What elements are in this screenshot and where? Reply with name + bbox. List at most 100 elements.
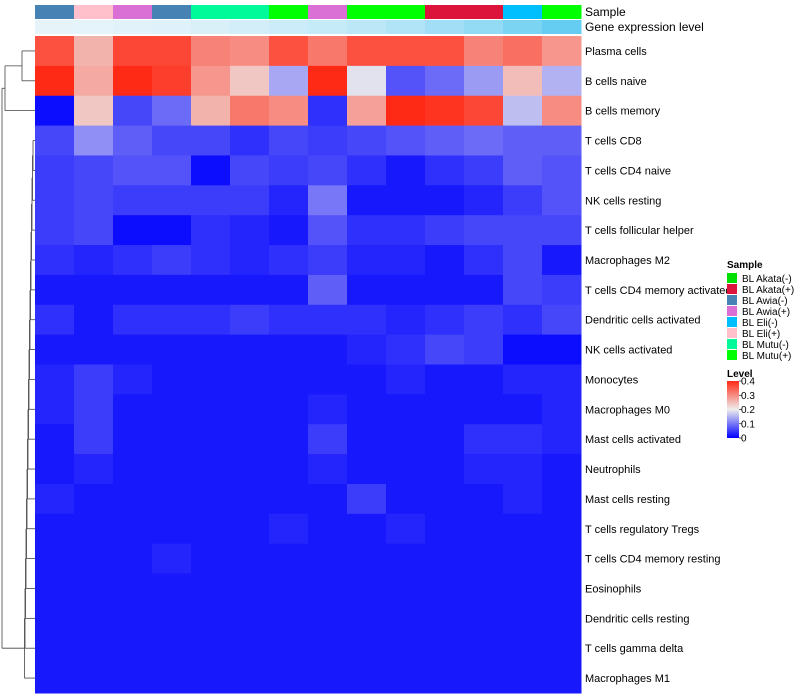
expression-annotation-cell bbox=[74, 20, 114, 34]
heatmap-cell bbox=[113, 543, 153, 575]
row-label: Macrophages M0 bbox=[585, 404, 670, 416]
legend-level-title: Level bbox=[727, 369, 753, 380]
heatmap-cell bbox=[464, 245, 504, 276]
sample-annotation-cell bbox=[35, 5, 75, 19]
heatmap-cell bbox=[308, 483, 348, 515]
heatmap-cell bbox=[386, 125, 426, 156]
level-tick-label: 0.1 bbox=[741, 419, 755, 430]
heatmap-cell bbox=[464, 543, 504, 575]
heatmap-cell bbox=[542, 65, 582, 97]
legend-swatch bbox=[727, 328, 737, 338]
expression-annotation-cell bbox=[191, 20, 231, 34]
heatmap-cell bbox=[386, 334, 426, 365]
heatmap-cell bbox=[152, 36, 192, 67]
heatmap-cell bbox=[542, 155, 582, 186]
heatmap-cell bbox=[191, 36, 231, 67]
heatmap-cell bbox=[35, 483, 75, 515]
heatmap-cell bbox=[113, 334, 153, 365]
heatmap-cell bbox=[269, 95, 309, 127]
legend-sample-label: BL Akata(-) bbox=[742, 274, 792, 285]
heatmap-cell bbox=[74, 36, 114, 67]
heatmap-cell bbox=[542, 215, 582, 246]
sample-annotation-cell bbox=[464, 5, 504, 19]
heatmap-cell bbox=[542, 36, 582, 67]
heatmap-cell bbox=[230, 304, 270, 336]
row-label: B cells memory bbox=[585, 106, 661, 118]
sample-annotation-label: Sample bbox=[585, 5, 626, 19]
row-label: T cells gamma delta bbox=[585, 643, 684, 655]
heatmap-cell bbox=[386, 65, 426, 97]
heatmap-cell bbox=[308, 603, 348, 634]
heatmap-cell bbox=[308, 573, 348, 604]
heatmap-cell bbox=[425, 663, 465, 694]
heatmap-cell bbox=[464, 513, 504, 545]
heatmap-cell bbox=[308, 304, 348, 336]
heatmap-cell bbox=[386, 513, 426, 545]
heatmap-cell bbox=[347, 364, 387, 395]
expression-annotation-cell bbox=[386, 20, 426, 34]
heatmap-cell bbox=[503, 125, 543, 156]
sample-annotation-cell bbox=[386, 5, 426, 19]
heatmap-cell bbox=[191, 95, 231, 127]
heatmap-cell bbox=[152, 454, 192, 485]
level-tick-label: 0.4 bbox=[741, 377, 755, 388]
heatmap-cell bbox=[74, 304, 114, 336]
heatmap-cell bbox=[35, 364, 75, 395]
expression-annotation-cell bbox=[152, 20, 192, 34]
heatmap-cell bbox=[425, 483, 465, 515]
sample-annotation-bar bbox=[35, 5, 582, 19]
heatmap-cell bbox=[269, 125, 309, 156]
row-label: Monocytes bbox=[585, 374, 639, 386]
heatmap-cell bbox=[269, 483, 309, 515]
heatmap-cell bbox=[347, 95, 387, 127]
sample-annotation-cell bbox=[542, 5, 582, 19]
heatmap-cell bbox=[386, 274, 426, 306]
heatmap-cell bbox=[230, 543, 270, 575]
row-label: Plasma cells bbox=[585, 46, 647, 58]
row-label: T cells CD8 bbox=[585, 136, 642, 148]
heatmap-cell bbox=[503, 454, 543, 485]
heatmap-cell bbox=[308, 633, 348, 664]
heatmap-cell bbox=[152, 424, 192, 455]
heatmap-cell bbox=[425, 603, 465, 634]
heatmap-cell bbox=[230, 483, 270, 515]
legend-sample-label: BL Eli(-) bbox=[742, 318, 778, 329]
heatmap-cell bbox=[425, 65, 465, 97]
heatmap-cell bbox=[74, 394, 114, 425]
heatmap-cell bbox=[35, 245, 75, 276]
heatmap-cell bbox=[191, 633, 231, 664]
row-label: Mast cells resting bbox=[585, 494, 670, 506]
heatmap-cell bbox=[308, 245, 348, 276]
heatmap-cell bbox=[269, 663, 309, 694]
heatmap-cell bbox=[503, 334, 543, 365]
row-label: T cells regulatory Tregs bbox=[585, 524, 700, 536]
heatmap-cell bbox=[35, 304, 75, 336]
legend-sample-label: BL Awia(-) bbox=[742, 296, 788, 307]
heatmap-cell bbox=[347, 334, 387, 365]
row-label: Mast cells activated bbox=[585, 434, 681, 446]
heatmap-cell bbox=[425, 245, 465, 276]
heatmap-cell bbox=[386, 454, 426, 485]
row-label: Dendritic cells resting bbox=[585, 613, 690, 625]
sample-annotation-cell bbox=[347, 5, 387, 19]
heatmap-cell bbox=[191, 573, 231, 604]
level-tick-label: 0 bbox=[741, 434, 747, 445]
legend-sample-title: Sample bbox=[727, 260, 763, 271]
legend-swatch bbox=[727, 273, 737, 283]
legend-swatch bbox=[727, 350, 737, 360]
heatmap-cell bbox=[464, 125, 504, 156]
expression-annotation-cell bbox=[230, 20, 270, 34]
heatmap-cell bbox=[386, 185, 426, 216]
heatmap-cell bbox=[347, 155, 387, 186]
heatmap-cell bbox=[113, 125, 153, 156]
legend-sample-entries: BL Akata(-)BL Akata(+)BL Awia(-)BL Awia(… bbox=[727, 273, 794, 362]
heatmap-cell bbox=[74, 543, 114, 575]
heatmap-cell bbox=[230, 573, 270, 604]
heatmap-cell bbox=[425, 185, 465, 216]
sample-annotation-cell bbox=[152, 5, 192, 19]
heatmap-cell bbox=[425, 274, 465, 306]
row-label: Neutrophils bbox=[585, 464, 641, 476]
heatmap-cell bbox=[152, 304, 192, 336]
heatmap-cell bbox=[152, 95, 192, 127]
heatmap-cell bbox=[74, 274, 114, 306]
